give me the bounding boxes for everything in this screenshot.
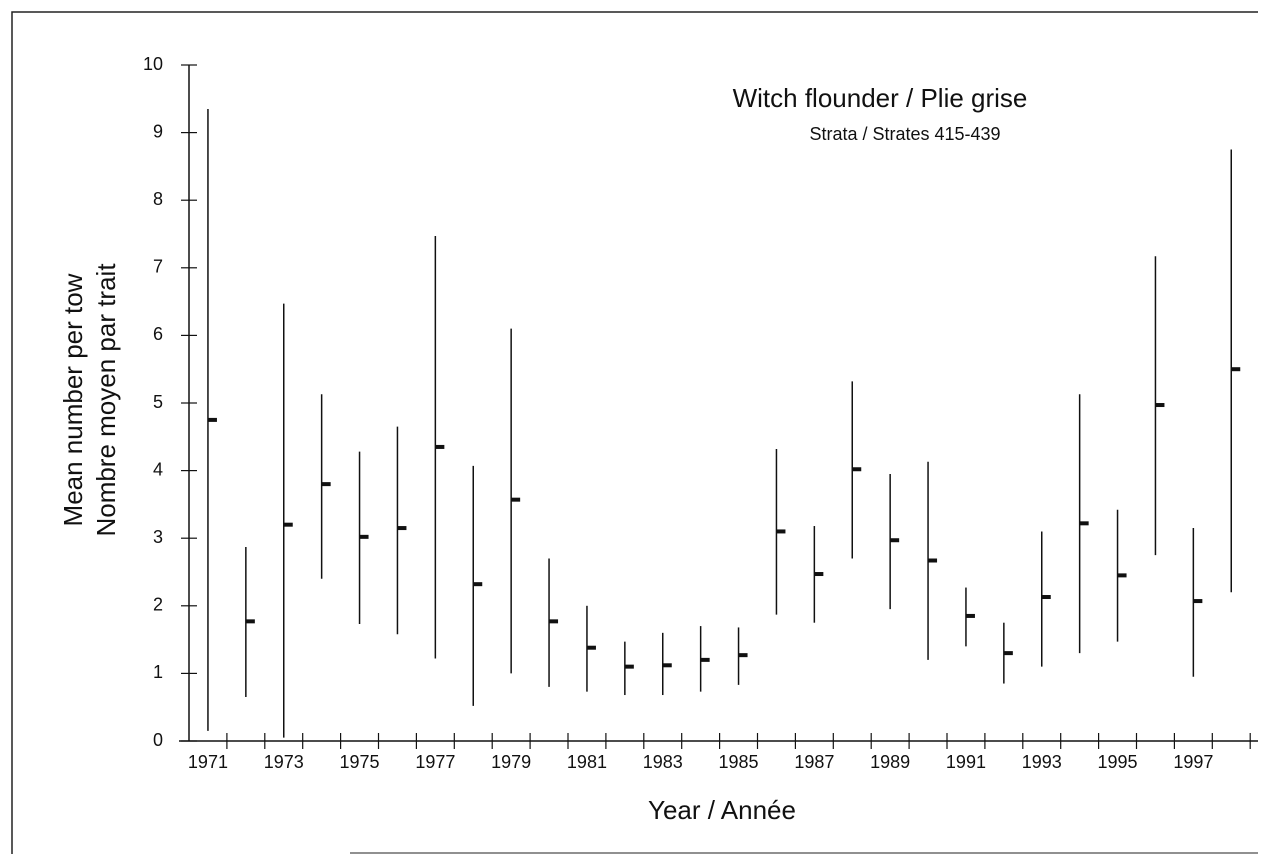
chart-title: Witch flounder / Plie grise <box>733 83 1028 113</box>
x-tick-label: 1979 <box>491 752 531 772</box>
x-tick-label: 1983 <box>643 752 683 772</box>
y-tick-label: 7 <box>153 257 163 277</box>
mean-marker <box>1117 573 1127 578</box>
y-tick-label: 2 <box>153 595 163 615</box>
x-tick-label: 1975 <box>340 752 380 772</box>
x-tick-label: 1995 <box>1098 752 1138 772</box>
mean-marker <box>473 582 483 587</box>
y-axis-label: Nombre moyen par trait <box>91 263 121 537</box>
frame <box>11 11 1258 854</box>
mean-marker <box>624 664 634 669</box>
mean-marker <box>435 444 445 449</box>
mean-marker <box>586 645 596 650</box>
mean-marker <box>776 529 786 534</box>
y-tick-label: 1 <box>153 662 163 682</box>
mean-marker <box>1003 651 1013 656</box>
mean-marker <box>283 522 293 527</box>
x-tick-label: 1981 <box>567 752 607 772</box>
y-tick-label: 10 <box>143 54 163 74</box>
mean-marker <box>965 613 975 618</box>
mean-marker <box>321 482 331 487</box>
mean-marker <box>814 572 824 577</box>
mean-marker <box>928 558 938 563</box>
chart-subtitle: Strata / Strates 415-439 <box>809 124 1000 144</box>
mean-marker <box>1193 599 1203 604</box>
mean-marker <box>397 526 407 531</box>
mean-marker <box>1041 595 1051 600</box>
x-tick-label: 1991 <box>946 752 986 772</box>
mean-marker <box>245 619 255 624</box>
x-tick-label: 1977 <box>415 752 455 772</box>
mean-marker <box>700 657 710 662</box>
mean-marker <box>549 619 559 624</box>
x-tick-label: 1973 <box>264 752 304 772</box>
x-tick-label: 1987 <box>794 752 834 772</box>
x-tick-label: 1971 <box>188 752 228 772</box>
mean-marker <box>511 497 521 502</box>
y-tick-label: 8 <box>153 189 163 209</box>
mean-marker <box>1155 403 1165 408</box>
y-tick-label: 9 <box>153 121 163 141</box>
mean-marker <box>1079 521 1089 526</box>
x-axis-label: Year / Année <box>648 795 796 825</box>
mean-marker <box>1231 367 1241 372</box>
y-tick-label: 6 <box>153 324 163 344</box>
y-tick-label: 3 <box>153 527 163 547</box>
mean-marker <box>852 467 862 472</box>
mean-marker <box>359 534 369 539</box>
x-tick-label: 1985 <box>719 752 759 772</box>
y-axis-label: Mean number per tow <box>58 273 88 526</box>
y-tick-label: 5 <box>153 392 163 412</box>
x-tick-label: 1993 <box>1022 752 1062 772</box>
mean-marker <box>890 538 900 543</box>
x-tick-label: 1989 <box>870 752 910 772</box>
mean-marker <box>207 417 217 422</box>
mean-marker <box>662 663 672 668</box>
mean-marker <box>738 653 748 658</box>
y-tick-label: 4 <box>153 459 163 479</box>
x-tick-label: 1997 <box>1173 752 1213 772</box>
y-tick-label: 0 <box>153 730 163 750</box>
